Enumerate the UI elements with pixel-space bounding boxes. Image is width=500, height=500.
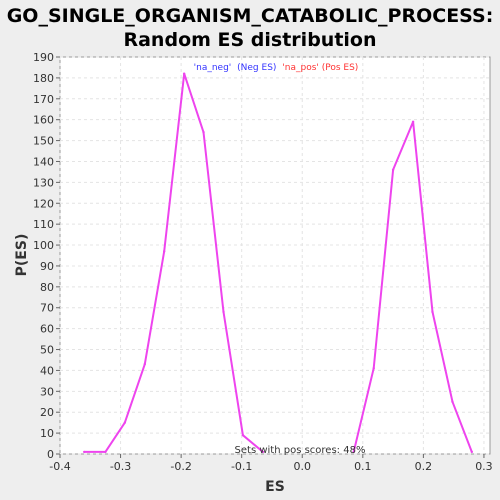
y-tick-label: 100 (33, 239, 54, 252)
x-tick-label: 0.3 (475, 460, 493, 473)
y-tick-label: 60 (40, 323, 54, 336)
y-tick-label: 50 (40, 344, 54, 357)
data-point (391, 168, 395, 172)
x-tick-label: -0.2 (170, 460, 191, 473)
plot-area (59, 56, 491, 455)
chart-subtitle: Random ES distribution (123, 29, 376, 51)
data-point (162, 250, 166, 253)
y-tick-label: 110 (33, 218, 54, 231)
data-point (143, 362, 146, 366)
x-axis-label: ES (265, 479, 285, 495)
gridlines (59, 56, 490, 455)
data-point (222, 310, 225, 314)
x-tick-label: 0.2 (415, 460, 433, 473)
y-tick-label: 190 (33, 51, 54, 64)
data-point (202, 131, 205, 134)
y-tick-label: 40 (40, 364, 54, 377)
y-tick-label: 20 (40, 406, 54, 419)
data-point (431, 310, 434, 314)
y-tick-label: 180 (33, 72, 54, 85)
data-point (372, 367, 375, 370)
data-point (451, 400, 454, 403)
y-tick-label: 150 (33, 135, 54, 148)
x-tick-label: 0.1 (354, 460, 372, 473)
data-point (123, 421, 127, 424)
y-tick-label: 130 (33, 176, 54, 189)
y-tick-label: 120 (33, 197, 54, 210)
y-tick-label: 10 (40, 427, 54, 440)
y-axis-label: P(ES) (14, 234, 30, 277)
x-tick-label: -0.4 (49, 460, 70, 473)
legend-item-pos-es: 'na_pos' (Pos ES) (282, 63, 358, 73)
data-point (411, 120, 415, 123)
data-point (241, 433, 245, 437)
data-point (104, 450, 107, 454)
y-tick-label: 160 (33, 114, 54, 127)
x-tick-label: -0.1 (231, 460, 252, 473)
data-point (470, 450, 474, 454)
x-tick-label: 0.0 (294, 460, 312, 473)
data-point (83, 450, 86, 454)
legend-item-na-neg: 'na_neg' (194, 63, 232, 73)
y-tick-label: 70 (40, 302, 54, 315)
y-tick-label: 170 (33, 93, 54, 106)
legend: 'na_neg' (Neg ES) 'na_pos' (Pos ES) (194, 63, 359, 73)
axes: 0 10 20 30 40 50 60 70 80 90 100 110 120 130 140 150 160… (33, 51, 493, 473)
y-tick-label: 0 (47, 448, 54, 461)
series-layer (83, 72, 474, 454)
data-point (182, 72, 186, 75)
x-tick-label: -0.3 (110, 460, 131, 473)
pos-scores-annotation: Sets with pos scores: 48% (235, 445, 366, 456)
y-tick-label: 140 (33, 155, 54, 168)
chart-title: GO_SINGLE_ORGANISM_CATABOLIC_PROCESS: (7, 5, 494, 27)
legend-item-neg-es: (Neg ES) (237, 63, 276, 73)
y-tick-label: 30 (40, 385, 54, 398)
data-point (261, 450, 265, 454)
series-line-1 (84, 72, 264, 453)
data-point (352, 450, 355, 454)
y-tick-label: 90 (40, 260, 54, 273)
y-tick-label: 80 (40, 281, 54, 294)
